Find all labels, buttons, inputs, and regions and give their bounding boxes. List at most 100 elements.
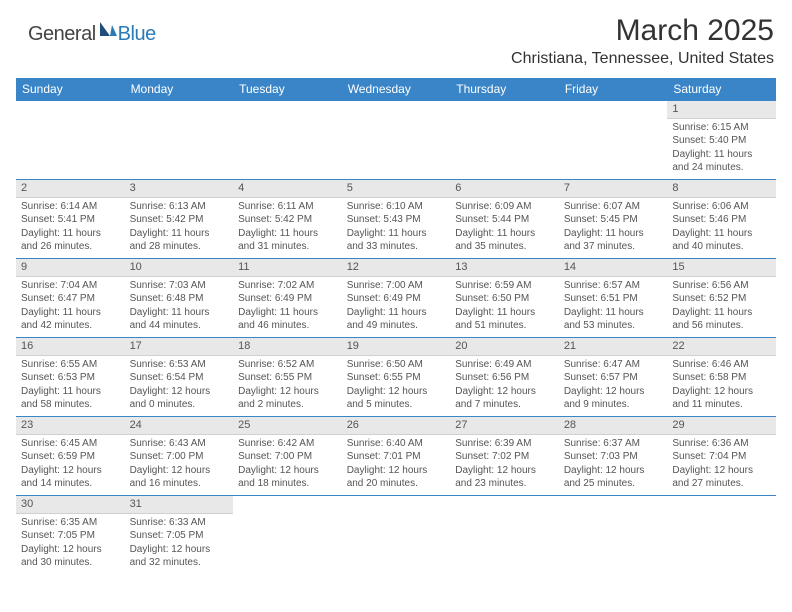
sunrise-text: Sunrise: 6:49 AM bbox=[455, 358, 554, 372]
day-content: Sunrise: 6:55 AMSunset: 6:53 PMDaylight:… bbox=[16, 356, 125, 414]
day-number: 16 bbox=[16, 338, 125, 356]
calendar-day-cell: 8Sunrise: 6:06 AMSunset: 5:46 PMDaylight… bbox=[667, 180, 776, 259]
day-number: 19 bbox=[342, 338, 451, 356]
day-content: Sunrise: 7:04 AMSunset: 6:47 PMDaylight:… bbox=[16, 277, 125, 335]
calendar-week-row: 30Sunrise: 6:35 AMSunset: 7:05 PMDayligh… bbox=[16, 496, 776, 575]
sunrise-text: Sunrise: 6:36 AM bbox=[672, 437, 771, 451]
daylight-text: Daylight: 12 hours and 27 minutes. bbox=[672, 464, 771, 491]
sunrise-text: Sunrise: 6:10 AM bbox=[347, 200, 446, 214]
day-content: Sunrise: 6:53 AMSunset: 6:54 PMDaylight:… bbox=[125, 356, 234, 414]
sunrise-text: Sunrise: 6:57 AM bbox=[564, 279, 663, 293]
day-number: 25 bbox=[233, 417, 342, 435]
sunrise-text: Sunrise: 6:47 AM bbox=[564, 358, 663, 372]
sunset-text: Sunset: 5:44 PM bbox=[455, 213, 554, 227]
day-content: Sunrise: 6:59 AMSunset: 6:50 PMDaylight:… bbox=[450, 277, 559, 335]
daylight-text: Daylight: 12 hours and 2 minutes. bbox=[238, 385, 337, 412]
logo-sail-icon bbox=[98, 20, 118, 43]
day-content: Sunrise: 6:14 AMSunset: 5:41 PMDaylight:… bbox=[16, 198, 125, 256]
day-content: Sunrise: 6:10 AMSunset: 5:43 PMDaylight:… bbox=[342, 198, 451, 256]
day-number: 6 bbox=[450, 180, 559, 198]
daylight-text: Daylight: 11 hours and 51 minutes. bbox=[455, 306, 554, 333]
calendar-day-cell: 23Sunrise: 6:45 AMSunset: 6:59 PMDayligh… bbox=[16, 417, 125, 496]
day-number: 1 bbox=[667, 101, 776, 119]
day-content: Sunrise: 6:57 AMSunset: 6:51 PMDaylight:… bbox=[559, 277, 668, 335]
weekday-header: Friday bbox=[559, 78, 668, 101]
day-number: 12 bbox=[342, 259, 451, 277]
day-number: 18 bbox=[233, 338, 342, 356]
day-number: 13 bbox=[450, 259, 559, 277]
calendar-day-cell: 2Sunrise: 6:14 AMSunset: 5:41 PMDaylight… bbox=[16, 180, 125, 259]
calendar-day-cell: 21Sunrise: 6:47 AMSunset: 6:57 PMDayligh… bbox=[559, 338, 668, 417]
sunrise-text: Sunrise: 6:13 AM bbox=[130, 200, 229, 214]
day-number: 30 bbox=[16, 496, 125, 514]
sunset-text: Sunset: 6:55 PM bbox=[238, 371, 337, 385]
sunrise-text: Sunrise: 6:59 AM bbox=[455, 279, 554, 293]
day-number: 14 bbox=[559, 259, 668, 277]
sunset-text: Sunset: 7:00 PM bbox=[130, 450, 229, 464]
daylight-text: Daylight: 11 hours and 28 minutes. bbox=[130, 227, 229, 254]
daylight-text: Daylight: 12 hours and 18 minutes. bbox=[238, 464, 337, 491]
daylight-text: Daylight: 12 hours and 20 minutes. bbox=[347, 464, 446, 491]
day-number: 22 bbox=[667, 338, 776, 356]
day-number: 26 bbox=[342, 417, 451, 435]
day-content: Sunrise: 6:37 AMSunset: 7:03 PMDaylight:… bbox=[559, 435, 668, 493]
day-content: Sunrise: 6:52 AMSunset: 6:55 PMDaylight:… bbox=[233, 356, 342, 414]
sunset-text: Sunset: 7:02 PM bbox=[455, 450, 554, 464]
sunset-text: Sunset: 6:57 PM bbox=[564, 371, 663, 385]
calendar-day-cell bbox=[559, 101, 668, 180]
sunrise-text: Sunrise: 6:06 AM bbox=[672, 200, 771, 214]
calendar-week-row: 16Sunrise: 6:55 AMSunset: 6:53 PMDayligh… bbox=[16, 338, 776, 417]
daylight-text: Daylight: 12 hours and 9 minutes. bbox=[564, 385, 663, 412]
calendar-day-cell: 27Sunrise: 6:39 AMSunset: 7:02 PMDayligh… bbox=[450, 417, 559, 496]
sunset-text: Sunset: 7:04 PM bbox=[672, 450, 771, 464]
calendar-day-cell bbox=[667, 496, 776, 575]
calendar-day-cell bbox=[233, 101, 342, 180]
calendar-day-cell: 24Sunrise: 6:43 AMSunset: 7:00 PMDayligh… bbox=[125, 417, 234, 496]
day-number: 7 bbox=[559, 180, 668, 198]
day-content: Sunrise: 7:03 AMSunset: 6:48 PMDaylight:… bbox=[125, 277, 234, 335]
logo-text-general: General bbox=[28, 23, 96, 46]
day-content: Sunrise: 7:02 AMSunset: 6:49 PMDaylight:… bbox=[233, 277, 342, 335]
day-content: Sunrise: 6:36 AMSunset: 7:04 PMDaylight:… bbox=[667, 435, 776, 493]
sunrise-text: Sunrise: 7:02 AM bbox=[238, 279, 337, 293]
daylight-text: Daylight: 12 hours and 11 minutes. bbox=[672, 385, 771, 412]
calendar-day-cell: 13Sunrise: 6:59 AMSunset: 6:50 PMDayligh… bbox=[450, 259, 559, 338]
sunset-text: Sunset: 6:48 PM bbox=[130, 292, 229, 306]
day-number: 2 bbox=[16, 180, 125, 198]
day-number: 11 bbox=[233, 259, 342, 277]
calendar-week-row: 1Sunrise: 6:15 AMSunset: 5:40 PMDaylight… bbox=[16, 101, 776, 180]
weekday-header: Sunday bbox=[16, 78, 125, 101]
calendar-week-row: 23Sunrise: 6:45 AMSunset: 6:59 PMDayligh… bbox=[16, 417, 776, 496]
day-content: Sunrise: 6:42 AMSunset: 7:00 PMDaylight:… bbox=[233, 435, 342, 493]
day-content: Sunrise: 6:09 AMSunset: 5:44 PMDaylight:… bbox=[450, 198, 559, 256]
sunset-text: Sunset: 6:50 PM bbox=[455, 292, 554, 306]
sunrise-text: Sunrise: 7:04 AM bbox=[21, 279, 120, 293]
day-content: Sunrise: 6:13 AMSunset: 5:42 PMDaylight:… bbox=[125, 198, 234, 256]
daylight-text: Daylight: 12 hours and 23 minutes. bbox=[455, 464, 554, 491]
sunset-text: Sunset: 7:05 PM bbox=[21, 529, 120, 543]
location: Christiana, Tennessee, United States bbox=[511, 50, 774, 68]
day-number: 8 bbox=[667, 180, 776, 198]
sunset-text: Sunset: 5:42 PM bbox=[238, 213, 337, 227]
weekday-header: Thursday bbox=[450, 78, 559, 101]
calendar-day-cell: 25Sunrise: 6:42 AMSunset: 7:00 PMDayligh… bbox=[233, 417, 342, 496]
daylight-text: Daylight: 11 hours and 46 minutes. bbox=[238, 306, 337, 333]
day-number: 20 bbox=[450, 338, 559, 356]
day-content: Sunrise: 7:00 AMSunset: 6:49 PMDaylight:… bbox=[342, 277, 451, 335]
day-number: 5 bbox=[342, 180, 451, 198]
calendar-day-cell: 4Sunrise: 6:11 AMSunset: 5:42 PMDaylight… bbox=[233, 180, 342, 259]
day-number: 17 bbox=[125, 338, 234, 356]
sunset-text: Sunset: 6:47 PM bbox=[21, 292, 120, 306]
calendar-day-cell: 10Sunrise: 7:03 AMSunset: 6:48 PMDayligh… bbox=[125, 259, 234, 338]
day-number: 4 bbox=[233, 180, 342, 198]
calendar-day-cell: 5Sunrise: 6:10 AMSunset: 5:43 PMDaylight… bbox=[342, 180, 451, 259]
day-content: Sunrise: 6:45 AMSunset: 6:59 PMDaylight:… bbox=[16, 435, 125, 493]
calendar-table: Sunday Monday Tuesday Wednesday Thursday… bbox=[16, 78, 776, 575]
calendar-day-cell bbox=[342, 496, 451, 575]
sunrise-text: Sunrise: 6:46 AM bbox=[672, 358, 771, 372]
calendar-day-cell: 31Sunrise: 6:33 AMSunset: 7:05 PMDayligh… bbox=[125, 496, 234, 575]
calendar-day-cell: 30Sunrise: 6:35 AMSunset: 7:05 PMDayligh… bbox=[16, 496, 125, 575]
sunrise-text: Sunrise: 6:45 AM bbox=[21, 437, 120, 451]
day-number: 31 bbox=[125, 496, 234, 514]
logo-text-blue: Blue bbox=[118, 23, 156, 46]
